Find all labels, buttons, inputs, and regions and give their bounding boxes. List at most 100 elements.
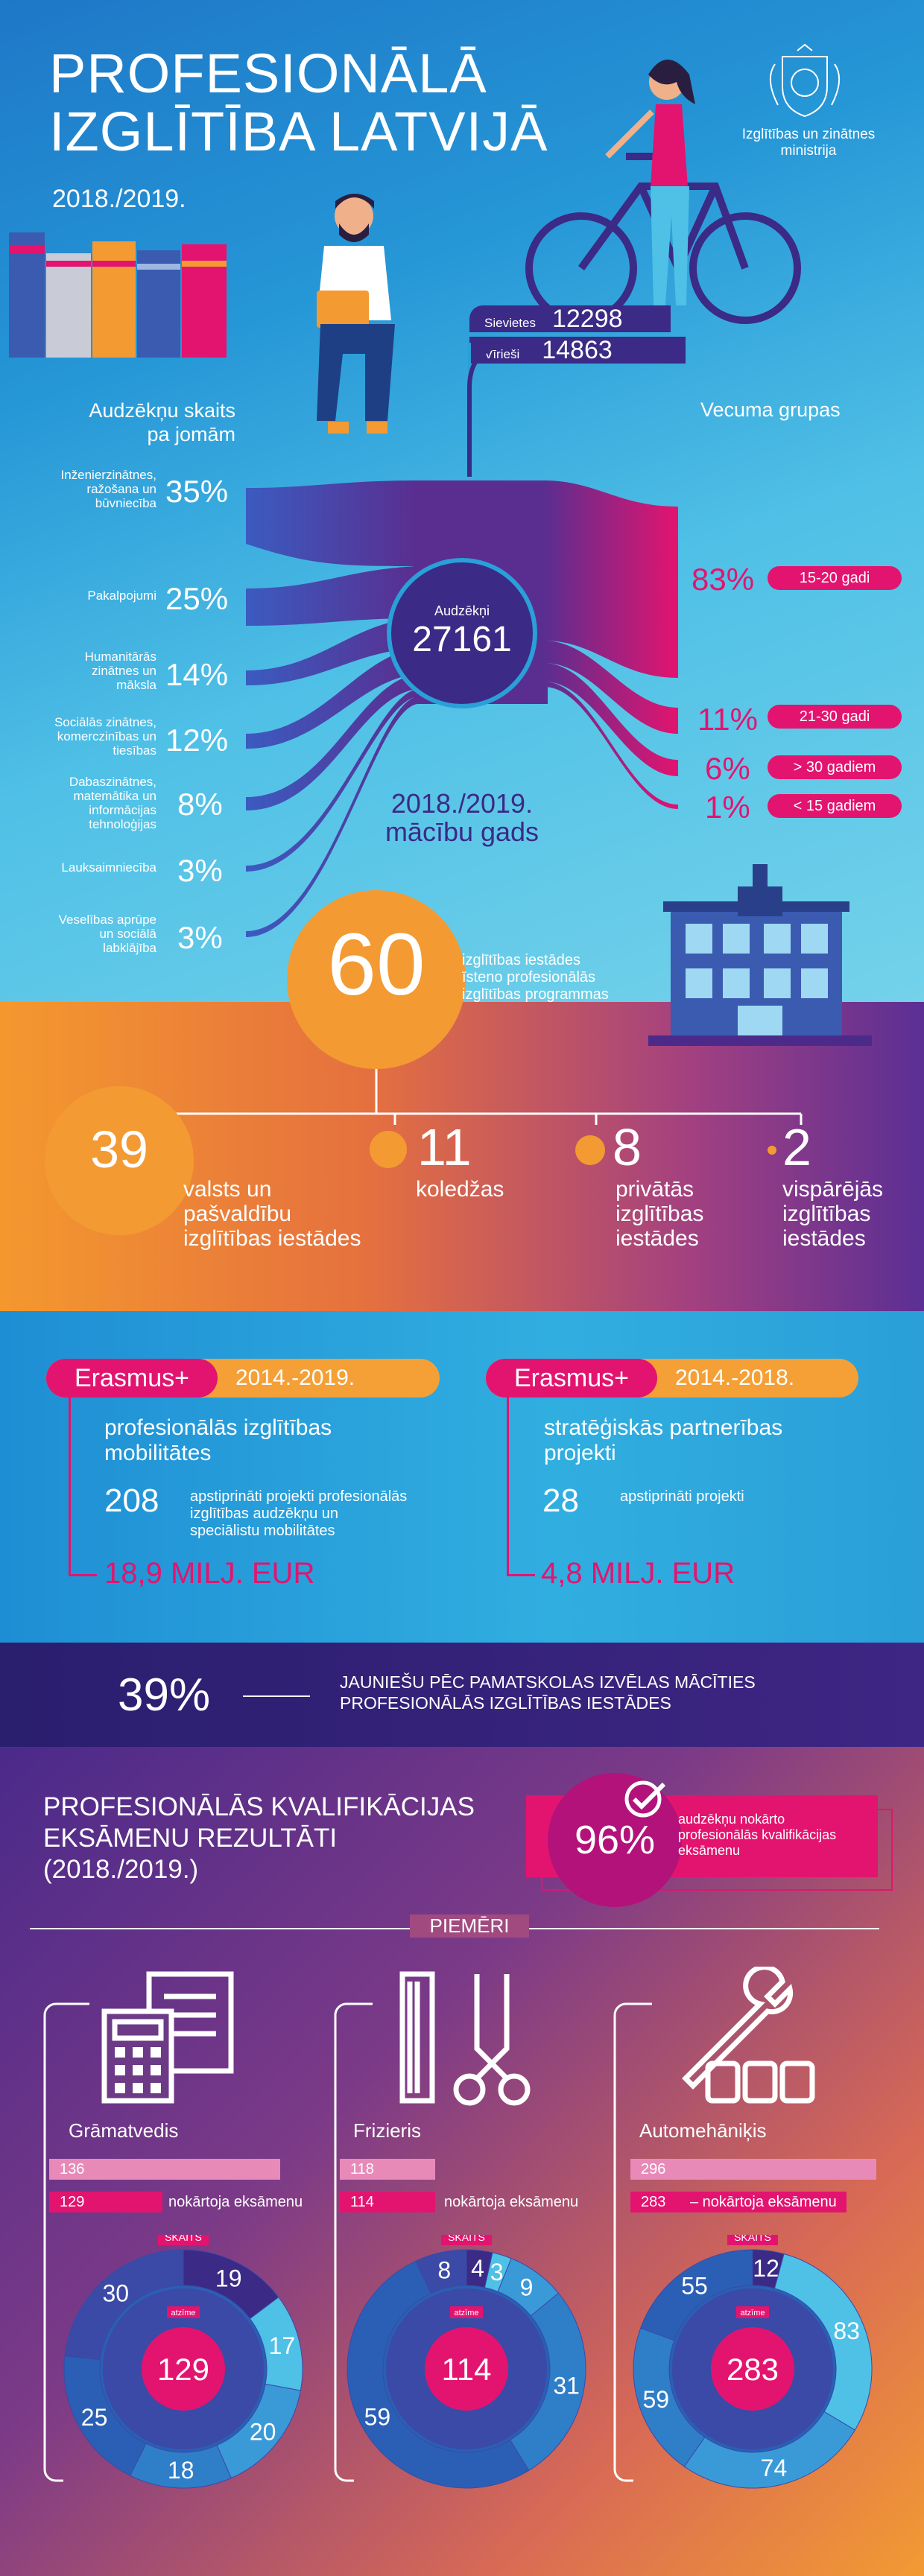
grade-count-label: 59 xyxy=(364,2404,391,2431)
erasmus-header: Erasmus+ 2014.-2018. xyxy=(486,1359,858,1398)
exams-pct: 96% xyxy=(548,1773,682,1907)
year-label: 2018./2019. xyxy=(52,185,186,213)
examples-label: PIEMĒRI xyxy=(410,1914,529,1938)
grade-count-label: 83 xyxy=(833,2318,860,2344)
passed-bar: 283 xyxy=(630,2192,847,2212)
students-flow-diagram xyxy=(246,340,678,937)
grade-count-label: 3 xyxy=(490,2259,504,2285)
skaits-badge xyxy=(727,2235,778,2245)
skaits-label: SKAITS xyxy=(448,2235,485,2243)
grade-count-label: 59 xyxy=(642,2386,669,2413)
youth-section xyxy=(0,1643,924,1747)
atzime-badge xyxy=(450,2306,483,2318)
grade-donut-charts: 1910175206187258309129SKAITSatzīme410359… xyxy=(63,2235,873,2489)
exams-highlight-shadow xyxy=(541,1809,893,1891)
age-pct: 1% xyxy=(705,790,750,825)
grade-count-label: 17 xyxy=(269,2332,296,2359)
youth-pct: 39% xyxy=(118,1669,211,1721)
school-year-label: 2018./2019. mācību gads xyxy=(385,788,539,847)
total-students-bar: 136 xyxy=(49,2159,280,2180)
example-card-frames xyxy=(43,2002,652,2482)
private-count: 8 xyxy=(613,1118,642,1176)
general-label: vispārējās izglītības iestādes xyxy=(782,1177,884,1251)
comb-scissors-icon xyxy=(399,1971,531,2106)
fields-title: Audzēkņu skaits pa jomām xyxy=(89,399,235,445)
exams-title: PROFESIONĀLĀS KVALIFIKĀCIJAS EKSĀMENU REZ… xyxy=(43,1792,475,1884)
donut-center-value: 283 xyxy=(727,2352,779,2387)
profession-name: Grāmatvedis xyxy=(69,2119,179,2142)
page-title: PROFESIONĀLĀ IZGLĪTĪBA LATVIJĀ xyxy=(49,42,548,162)
donut-center xyxy=(142,2327,225,2411)
passed-label: nokārtoja eksāmenu xyxy=(444,2194,579,2210)
private-dot xyxy=(575,1135,605,1165)
skaits-label: SKAITS xyxy=(734,2235,771,2243)
age-groups-title: Vecuma grupas xyxy=(700,399,841,421)
grade-segment xyxy=(346,2260,530,2489)
age-pct: 6% xyxy=(705,751,750,786)
colleges-label: koledžas xyxy=(416,1177,504,1202)
erasmus-header: Erasmus+ 2014.-2019. xyxy=(46,1359,440,1398)
male-count: Vīrieši 14863 xyxy=(469,337,686,364)
age-label: < 15 gadiem xyxy=(768,794,902,818)
erasmus-funding: 4,8 MILJ. EUR xyxy=(541,1557,735,1590)
grade-count-label: 31 xyxy=(553,2372,580,2399)
divider xyxy=(243,1695,310,1697)
profession-name: Automehāniķis xyxy=(639,2119,767,2142)
donut-center xyxy=(711,2327,794,2411)
total-students: Audzēkņi 27161 xyxy=(412,603,512,659)
grade-count-label: 8 xyxy=(437,2256,451,2283)
books-illustration-icon xyxy=(9,232,227,358)
student-with-laptop-icon xyxy=(317,194,395,434)
colleges-dot xyxy=(370,1131,407,1168)
erasmus-projects-desc: apstiprināti projekti profesionālās izglī… xyxy=(190,1488,408,1539)
institutions-total: 60 xyxy=(327,916,425,1014)
age-pct: 83% xyxy=(692,562,755,597)
age-pct: 11% xyxy=(697,702,758,737)
institutions-total-desc: izglītības iestādes īsteno profesionālās i… xyxy=(462,952,609,1003)
wrench-spark-plugs-icon xyxy=(682,1967,815,2104)
donut-center-value: 129 xyxy=(157,2352,209,2387)
erasmus-title: profesionālās izglītības mobilitātes xyxy=(104,1415,332,1465)
passed-bar: 114 xyxy=(340,2192,435,2212)
erasmus-projects-desc: apstiprināti projekti xyxy=(620,1488,744,1505)
passed-label: nokārtoja eksāmenu xyxy=(168,2194,303,2210)
calculator-documents-icon xyxy=(101,1971,234,2104)
passed-label: – nokārtoja eksāmenu xyxy=(690,2194,837,2210)
grade-segment xyxy=(64,2249,184,2361)
erasmus-line xyxy=(69,1398,71,1576)
school-building-icon xyxy=(648,864,872,1046)
total-students-bar: 296 xyxy=(630,2159,876,2180)
colleges-count: 11 xyxy=(417,1118,472,1176)
erasmus-projects-count: 28 xyxy=(542,1482,579,1519)
erasmus-funding: 18,9 MILJ. EUR xyxy=(104,1557,315,1590)
atzime-label: atzīme xyxy=(171,2309,195,2318)
grade-count-label: 19 xyxy=(215,2265,242,2291)
skaits-badge xyxy=(158,2235,209,2245)
profession-name: Frizieris xyxy=(353,2119,421,2142)
age-label: > 30 gadiem xyxy=(768,755,902,779)
passed-bar: 129 xyxy=(49,2192,162,2212)
donut-center xyxy=(425,2327,508,2411)
general-dot xyxy=(768,1146,776,1155)
erasmus-line xyxy=(69,1574,97,1576)
grade-segment xyxy=(415,2249,467,2294)
grade-count-label: 12 xyxy=(753,2255,779,2282)
exams-desc: audzēkņu nokārto profesionālās kvalifikāc… xyxy=(678,1812,837,1858)
total-students-bar: 118 xyxy=(340,2159,435,2180)
grade-count-label: 25 xyxy=(81,2404,108,2431)
atzime-badge xyxy=(736,2306,769,2318)
atzime-badge xyxy=(167,2306,200,2318)
ministry-logo-icon xyxy=(770,43,840,118)
grade-count-label: 20 xyxy=(250,2418,276,2445)
erasmus-title: stratēģiskās partnerības projekti xyxy=(544,1415,783,1465)
grade-segment xyxy=(640,2249,753,2341)
ministry-name: Izglītības un zinātnes ministrija xyxy=(741,127,876,159)
skaits-badge xyxy=(441,2235,492,2245)
atzime-label: atzīme xyxy=(740,2309,765,2318)
grade-count-label: 4 xyxy=(471,2255,484,2282)
woman-with-bicycle-icon xyxy=(525,60,801,324)
skaits-label: SKAITS xyxy=(165,2235,202,2243)
donut-center-value: 114 xyxy=(442,2352,492,2387)
grade-count-label: 55 xyxy=(681,2273,708,2300)
